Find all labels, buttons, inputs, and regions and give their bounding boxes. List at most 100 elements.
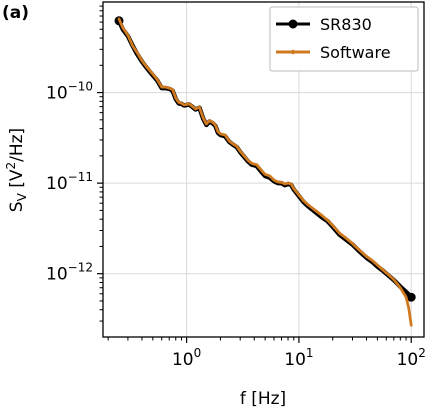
series-point-software [404, 296, 408, 299]
y-axis-label-base: S [7, 201, 27, 212]
series-point-software [255, 163, 258, 166]
series-point-software [131, 44, 134, 47]
series-point-software [174, 96, 177, 100]
series-point-software [399, 286, 402, 289]
series-point-software [365, 255, 368, 258]
series-point-software [168, 86, 171, 90]
series-point-software [259, 168, 263, 172]
legend-label-sr830: SR830 [320, 15, 372, 34]
series-point-software [198, 105, 201, 109]
series-point-software [351, 242, 354, 245]
y-tick-label-exponent: −10 [68, 80, 93, 94]
series-point-software [126, 33, 130, 37]
series-point-software [272, 178, 276, 182]
series-point-software [190, 104, 193, 107]
series-point-software [214, 123, 217, 127]
series-point-software [280, 181, 283, 184]
series-point-software [344, 236, 347, 239]
series-point-software [201, 116, 205, 119]
series-point-software [392, 278, 396, 281]
legend-marker-software [290, 49, 296, 55]
y-axis-label-open: [V [7, 169, 27, 193]
series-point-software [232, 142, 235, 146]
series-point-software [289, 182, 293, 186]
series-point-software [286, 181, 290, 185]
x-tick-label-exponent: 2 [418, 346, 426, 360]
panel-label: (a) [2, 3, 29, 23]
series-point-software [239, 150, 242, 153]
plot-series [114, 16, 416, 327]
series-point-software [194, 107, 197, 111]
legend-label-software: Software [320, 43, 391, 62]
y-tick-label-base: 10 [46, 84, 68, 104]
y-tick-label-exponent: −11 [68, 170, 93, 184]
series-point-software [223, 133, 227, 137]
x-tick-label-base: 10 [397, 350, 419, 370]
series-point-software [228, 140, 231, 143]
series-point-software [246, 158, 249, 162]
series-point-software [314, 209, 317, 212]
series-point-software [387, 273, 390, 277]
series-point-software [185, 103, 188, 106]
series-point-software [407, 306, 410, 310]
x-axis-label: f [Hz] [240, 389, 286, 409]
series-point-software [410, 323, 413, 327]
series-point-software [151, 72, 155, 76]
series-point-software [357, 248, 360, 251]
series-point-software [250, 162, 253, 165]
series-point-software [371, 259, 374, 262]
series-point-software [268, 174, 271, 178]
series-point-software [205, 122, 208, 126]
series-point-software [302, 199, 305, 202]
y-axis-label-sup: 2 [4, 162, 18, 170]
y-tick-label: 10−12 [46, 261, 93, 285]
series-point-software [320, 214, 324, 217]
series-point-software [156, 78, 159, 82]
x-tick-label: 102 [397, 346, 426, 370]
series-point-software [283, 182, 287, 186]
series-point-software [297, 193, 301, 197]
y-tick-label-base: 10 [46, 265, 68, 285]
series-point-software [211, 121, 214, 124]
y-axis-label: SV [V2/Hz] [4, 128, 29, 212]
series-point-software [326, 218, 329, 222]
x-tick-label-base: 10 [284, 350, 306, 370]
x-tick-label: 101 [284, 346, 313, 370]
series-point-software [338, 232, 341, 235]
series-point-software [292, 187, 295, 190]
series-point-software [276, 180, 280, 184]
y-tick-label-exponent: −12 [68, 261, 93, 275]
y-axis-label-close: /Hz] [7, 128, 27, 162]
series-point-software [235, 145, 239, 148]
series-point-software [180, 102, 183, 105]
series-point-software [263, 173, 267, 176]
legend-marker-sr830 [288, 19, 298, 29]
y-tick-label: 10−11 [46, 170, 93, 194]
x-axis: 100 101 102 [107, 337, 426, 370]
series-point-software [219, 132, 222, 136]
y-tick-label: 10−10 [46, 80, 93, 104]
series-point-software [135, 50, 139, 54]
x-tick-label-exponent: 1 [306, 346, 314, 360]
series-point-software [140, 59, 144, 62]
series-point-sr830 [406, 292, 416, 302]
series-point-software [182, 103, 186, 107]
x-tick-label-base: 10 [172, 350, 194, 370]
series-point-software [160, 85, 163, 89]
y-tick-label-base: 10 [46, 174, 68, 194]
x-tick-label-exponent: 0 [194, 346, 202, 360]
y-axis-label-sub: V [15, 192, 29, 201]
series-point-software [164, 85, 167, 89]
series-point-software [171, 88, 174, 91]
series-point-software [242, 153, 245, 157]
series-point-software [381, 268, 385, 272]
series-point-software [117, 17, 121, 21]
series-line-software [117, 17, 413, 327]
series-point-software [177, 101, 180, 104]
series-point-software [331, 224, 334, 227]
legend: SR830 Software [269, 6, 419, 72]
series-point-software [148, 69, 152, 72]
series-point-software [376, 263, 379, 267]
